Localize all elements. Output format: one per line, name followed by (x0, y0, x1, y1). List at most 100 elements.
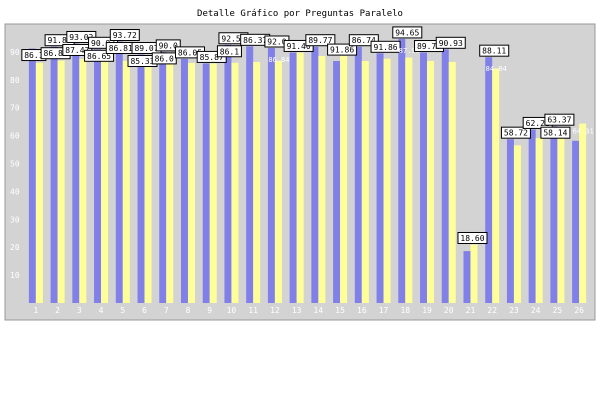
value-label-text: 87.95 (399, 47, 420, 55)
value-label-text: 18.60 (460, 234, 484, 243)
bar-series-2-cat-22 (492, 68, 500, 303)
bar-series-1-cat-26 (572, 140, 580, 303)
value-label-text: 62.21 (526, 119, 550, 128)
value-label-text: 90.93 (91, 39, 115, 48)
bar-series-2-cat-5 (122, 60, 130, 304)
x-tick-label: 12 (270, 306, 280, 315)
value-label-text: 91.40 (287, 42, 311, 51)
bar-series-1-cat-14 (311, 46, 319, 303)
value-label: 18.60 (457, 231, 488, 244)
y-tick-label: 90 (10, 48, 20, 57)
value-label-text: 86.37 (243, 36, 267, 45)
value-label-text: 84.04 (486, 65, 507, 73)
bar-series-2-cat-2 (57, 60, 65, 304)
bar-series-2-cat-18 (405, 57, 413, 303)
value-label-text: 86.0 (155, 54, 174, 63)
bar-series-1-cat-16 (354, 46, 362, 303)
bar-series-1-cat-18 (398, 38, 406, 303)
x-tick-label: 21 (466, 306, 476, 315)
value-label: 58.14 (540, 126, 571, 139)
bar-series-1-cat-1 (28, 48, 36, 303)
y-tick-label: 20 (10, 243, 20, 252)
value-label-text: 58.14 (543, 129, 567, 138)
bar-series-2-cat-20 (448, 61, 456, 303)
value-label-text: 92.56 (221, 34, 245, 43)
bar-series-2-cat-15 (340, 56, 348, 304)
bar-series-1-cat-12 (267, 47, 275, 303)
value-label: 58.72 (500, 126, 531, 139)
value-label-text: 58.72 (504, 129, 528, 138)
value-label-box (84, 49, 115, 62)
value-label: 86.74 (348, 34, 379, 47)
x-tick-label: 24 (531, 306, 541, 315)
value-label-text: 85.87 (200, 53, 224, 62)
bar-series-1-cat-17 (376, 53, 384, 303)
value-label: 86.81 (105, 42, 136, 55)
y-tick-label: 60 (10, 132, 20, 141)
x-tick-label: 8 (186, 306, 191, 315)
value-label: 90.93 (435, 36, 466, 49)
value-label-text: 94.65 (395, 28, 419, 37)
value-label-text: 86.88 (44, 49, 68, 58)
x-tick-label: 20 (444, 306, 454, 315)
x-tick-label: 14 (314, 306, 324, 315)
value-label: 86.65 (84, 49, 115, 62)
bar-series-1-cat-13 (289, 52, 297, 303)
value-label: 86.84 (268, 56, 289, 64)
bar-series-1-cat-7 (159, 51, 167, 304)
value-label-box (348, 34, 379, 47)
bar-series-2-cat-11 (253, 62, 261, 304)
x-tick-label: 26 (574, 306, 584, 315)
value-label: 87.95 (399, 47, 420, 55)
value-label: 93.72 (109, 29, 140, 42)
value-label-box (544, 113, 575, 126)
value-label-text: 86.05 (178, 48, 202, 57)
bar-series-2-cat-1 (35, 62, 43, 303)
x-tick-label: 7 (164, 306, 169, 315)
value-label-text: 63.37 (547, 116, 571, 125)
x-tick-label: 23 (509, 306, 519, 315)
bar-series-2-cat-25 (557, 136, 565, 303)
bar-series-2-cat-14 (318, 56, 326, 304)
value-label-box (155, 39, 181, 52)
bar-series-2-cat-13 (296, 52, 304, 303)
x-tick-label: 5 (120, 306, 125, 315)
value-label-box (479, 44, 510, 57)
bar-series-2-cat-10 (231, 62, 239, 303)
value-label-box (370, 40, 401, 53)
bar-series-1-cat-6 (137, 54, 145, 303)
labels-layer: 91.86.191.8686.8893.0287.4790.9386.6593.… (21, 26, 594, 244)
value-label-box (435, 36, 466, 49)
value-label-text: 86.1 (24, 51, 43, 60)
value-label-text: 91.86 (48, 36, 72, 45)
chart-title: Detalle Gráfico por Preguntas Paralelo (197, 9, 403, 19)
bar-series-1-cat-10 (224, 44, 232, 303)
value-label-box (216, 45, 242, 58)
value-label-box (327, 43, 358, 56)
bar-series-2-cat-7 (166, 63, 174, 304)
value-label-text: 88.11 (482, 47, 506, 56)
bar-series-2-cat-8 (187, 62, 195, 303)
x-tick-label: 13 (292, 306, 302, 315)
bar-series-1-cat-24 (528, 129, 536, 303)
bar-series-1-cat-21 (463, 251, 471, 303)
value-label-box (305, 34, 336, 47)
value-label-text: 89.77 (417, 42, 441, 51)
bar-series-1-cat-2 (50, 46, 58, 303)
value-label-box (540, 126, 571, 139)
bar-series-2-cat-12 (274, 60, 282, 303)
value-label: 63.37 (544, 113, 575, 126)
bar-series-1-cat-11 (246, 46, 254, 303)
bar-series-1-cat-8 (180, 58, 188, 303)
value-label-text: 89.77 (308, 36, 332, 45)
x-tick-label: 2 (55, 306, 60, 315)
value-label-text: 87.47 (65, 46, 89, 55)
bar-series-2-cat-6 (144, 64, 152, 304)
bar-series-2-cat-3 (79, 58, 87, 304)
value-label-text: 90.0 (159, 41, 178, 50)
value-label: 88.11 (479, 44, 510, 57)
value-label-text: 86.74 (352, 36, 376, 45)
value-label-text: 86.84 (268, 56, 289, 64)
